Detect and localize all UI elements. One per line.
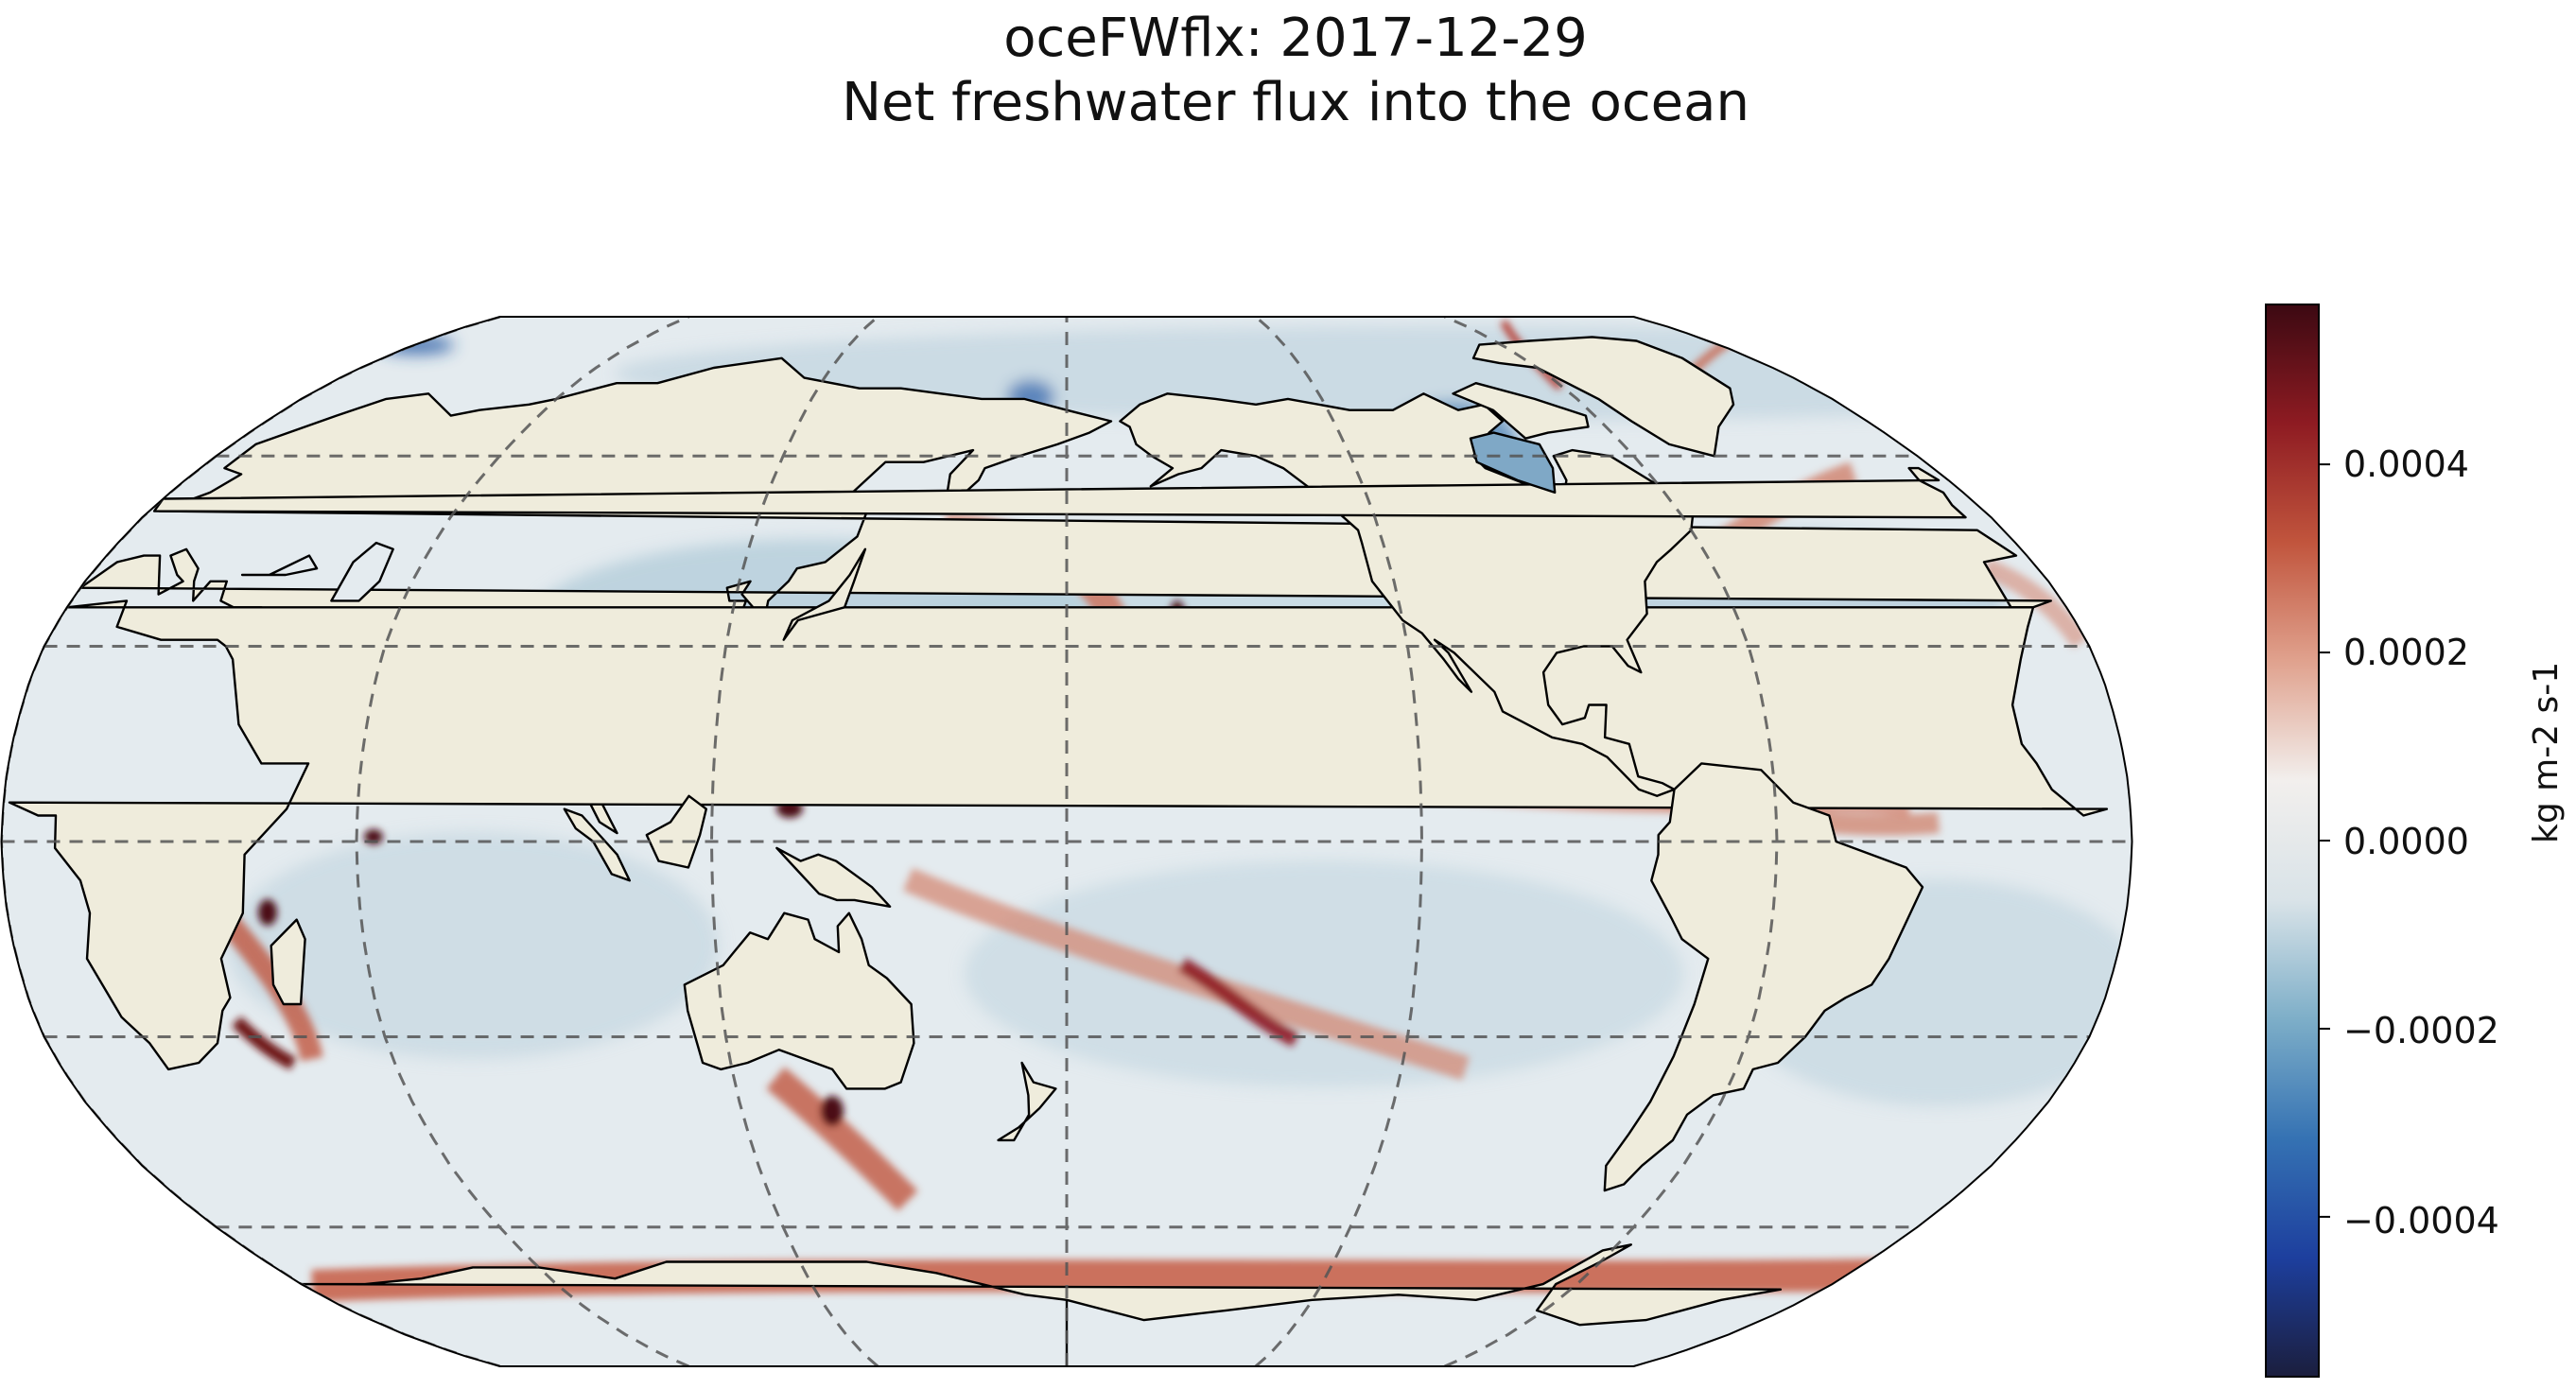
borneo-landmass [645, 794, 707, 869]
caspian-sea-water [330, 541, 394, 602]
colorbar-tick-label: 0.0002 [2343, 632, 2469, 673]
new-zealand-landmass [997, 1061, 1057, 1142]
meridian-gridline [1254, 317, 1424, 1366]
new-guinea-landmass [775, 846, 892, 908]
colorbar-tick-label: −0.0002 [2343, 1010, 2499, 1051]
uk-landmass [152, 466, 1967, 519]
black-sea-water [240, 554, 319, 577]
globe-boundary [0, 316, 2133, 1367]
colorbar [2265, 304, 2320, 1378]
sumatra-landmass [563, 807, 631, 882]
meridian-gridline [355, 317, 689, 1366]
meridian-gridline [1444, 317, 1779, 1366]
meridian-gridline [709, 317, 879, 1366]
australia-landmass [683, 912, 915, 1090]
figure-subtitle: Net freshwater flux into the ocean [842, 72, 1749, 133]
globe-content [1, 317, 2132, 1366]
japan-landmass [782, 547, 867, 641]
colorbar-ticks [2319, 463, 2330, 1218]
hudson-bay-water [1469, 431, 1557, 495]
antarctica-landmass [300, 1243, 1783, 1366]
colorbar-tick-label: 0.0000 [2343, 821, 2469, 862]
colorbar-tick-label: −0.0004 [2343, 1200, 2499, 1241]
figure-title: oceFWflx: 2017-12-29 [1003, 8, 1588, 69]
baffin-island [1452, 382, 1590, 440]
madagascar-landmass [270, 918, 306, 1006]
colorbar-tick-label: 0.0004 [2343, 443, 2469, 485]
colorbar-label: kg m-2 s-1 [2527, 661, 2566, 843]
